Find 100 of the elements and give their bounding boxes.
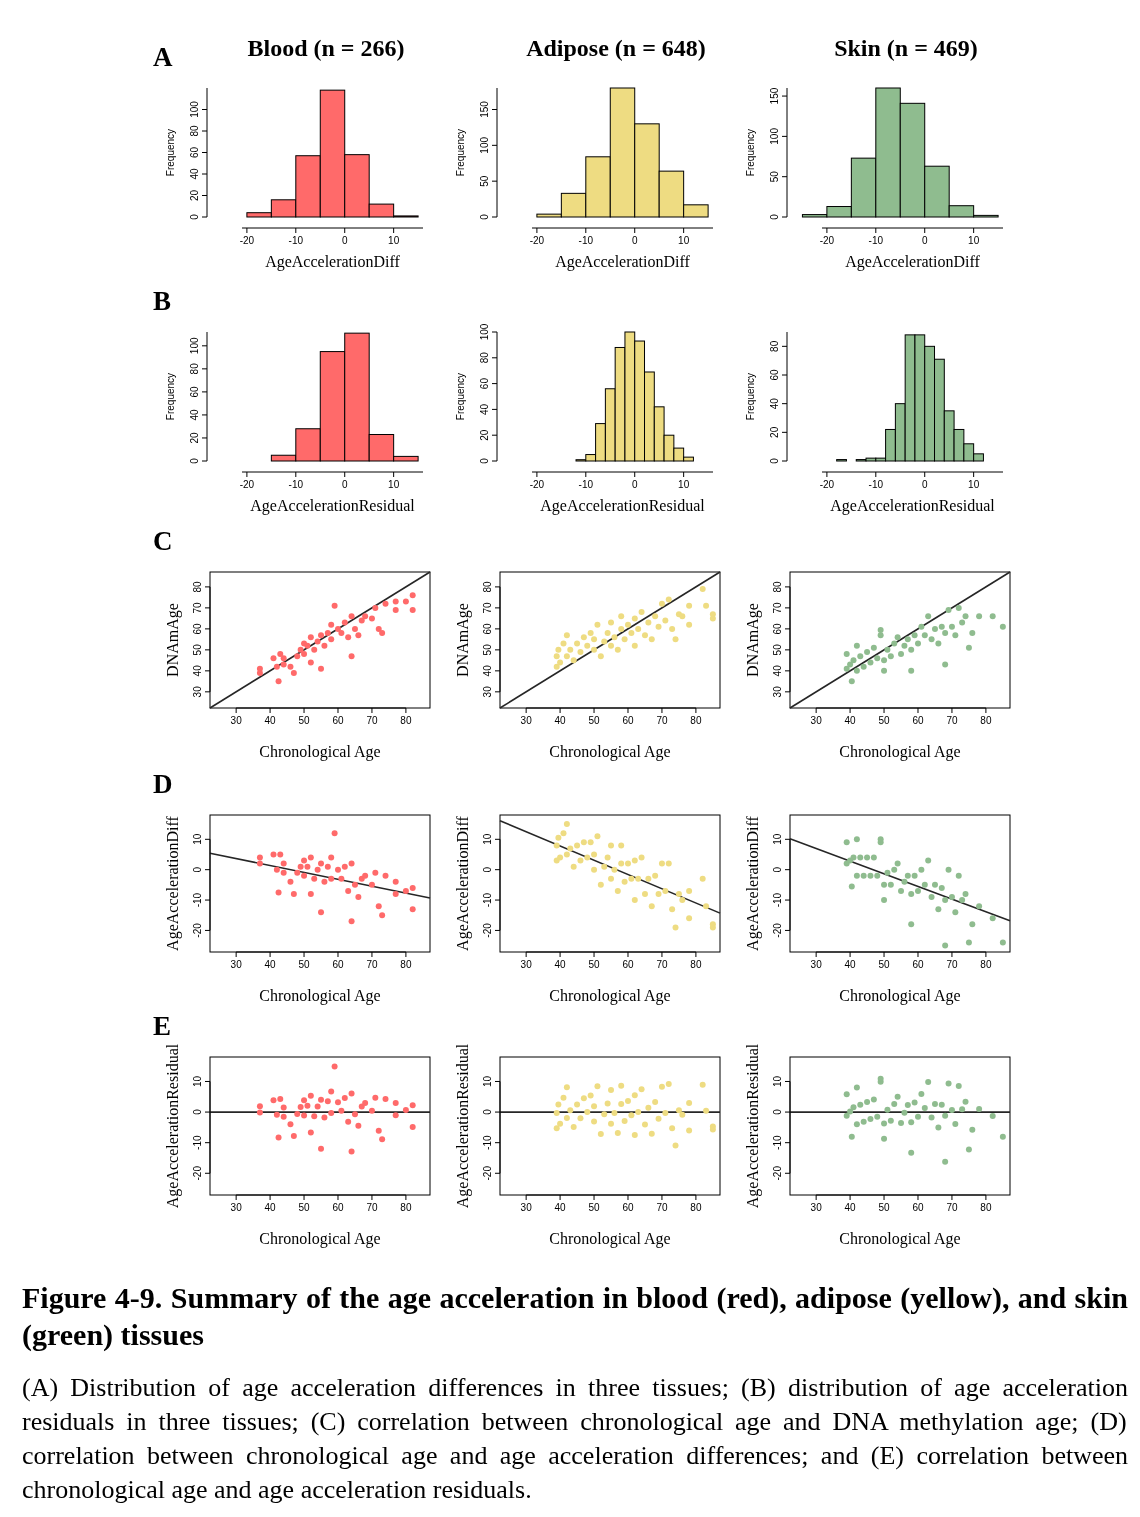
point [608,875,615,882]
point [409,1102,416,1109]
y-tick-label: -20 [192,1165,203,1181]
y-axis-title: DNAmAge [744,603,762,677]
point [942,1158,949,1165]
y-tick-label: 60 [192,622,203,635]
point [591,866,598,873]
point [848,883,855,890]
point [321,878,328,885]
point [679,613,686,620]
point [318,632,325,639]
x-tick-label: 10 [388,479,400,490]
y-tick-label: 10 [192,833,203,845]
y-tick-label: 40 [189,408,200,421]
point [942,942,949,949]
point [658,600,665,607]
point [928,1114,935,1121]
y-tick-label: 0 [192,866,203,873]
point [648,636,655,643]
y-axis-title: DNAmAge [164,603,182,677]
point [628,630,635,637]
x-tick-label: 30 [810,715,823,726]
point [290,1132,297,1139]
y-tick-label: 0 [479,213,490,220]
point [860,1118,867,1125]
point [942,897,949,904]
y-tick-label: 10 [192,1075,203,1088]
point [348,1148,355,1155]
y-tick-label: 0 [772,1108,783,1115]
point [921,1105,928,1112]
point [597,653,604,660]
y-tick-label: 100 [769,127,780,145]
x-tick-label: 30 [810,959,823,970]
point [563,821,570,828]
text: (A) Distribution of age acceleration differences in three tissues; (B) distribution of age acceleration residuals in three tissues; (C) correlation between chronological age and DNA methylation age; (D) correlation between chronological age and age acceleration differences; and (E) correlation between chronological age and age acceleration residuals. [22,1373,1128,1504]
point [321,642,328,649]
y-tick-label: 0 [772,866,783,873]
point [918,623,925,630]
x-axis-title: AgeAccelerationResidual [830,497,996,515]
x-tick-label: 50 [298,1202,311,1213]
point [331,602,338,609]
point [597,1131,604,1138]
x-tick-label: 60 [622,715,634,726]
point [409,606,416,613]
point [601,1111,608,1118]
x-tick-label: 30 [520,959,533,970]
point [638,854,645,861]
point [959,619,966,626]
point [948,894,955,901]
point [277,851,284,858]
point [864,648,871,655]
y-tick-label: 20 [189,189,200,202]
caption: Figure 4-9. Summary of the age acceleration in blood (red), adipose (yellow), and skin (green) tissues [22,1281,1129,1352]
point [409,906,416,913]
y-tick-label: -20 [192,922,203,938]
point [318,860,325,867]
point [881,1135,888,1142]
x-tick-label: 80 [400,959,412,970]
x-tick-label: 30 [230,1202,243,1213]
x-tick-label: 80 [400,1202,412,1213]
point [608,642,615,649]
point [635,1109,642,1116]
x-axis-title: Chronological Age [839,743,961,761]
point [375,903,382,910]
point [379,912,386,919]
point [402,1106,409,1113]
point [574,1101,581,1108]
point [969,921,976,928]
point [611,866,618,873]
point [931,881,938,888]
point [256,860,263,867]
point [908,921,915,928]
point [580,634,587,641]
x-tick-label: -10 [578,479,594,490]
x-tick-label: 40 [264,959,277,970]
point [341,619,348,626]
point [341,863,348,870]
point [962,890,969,897]
x-tick-label: 70 [656,715,668,726]
x-tick-label: 30 [230,715,243,726]
y-tick-label: 40 [769,397,780,410]
point [635,875,642,882]
x-axis-title: Chronological Age [549,743,671,761]
point [557,854,564,861]
point [318,909,325,916]
point [311,875,318,882]
point [624,621,631,628]
x-tick-label: 40 [844,959,857,970]
point [328,621,335,628]
point [874,1113,881,1120]
point [307,1129,314,1136]
x-axis-title: Chronological Age [259,987,381,1005]
point [686,1127,693,1134]
chart-title: Skin (n = 469) [834,35,978,61]
x-tick-label: 60 [622,1202,634,1213]
point [392,606,399,613]
point [669,906,676,913]
x-tick-label: 40 [554,1202,567,1213]
point [928,636,935,643]
point [392,598,399,605]
